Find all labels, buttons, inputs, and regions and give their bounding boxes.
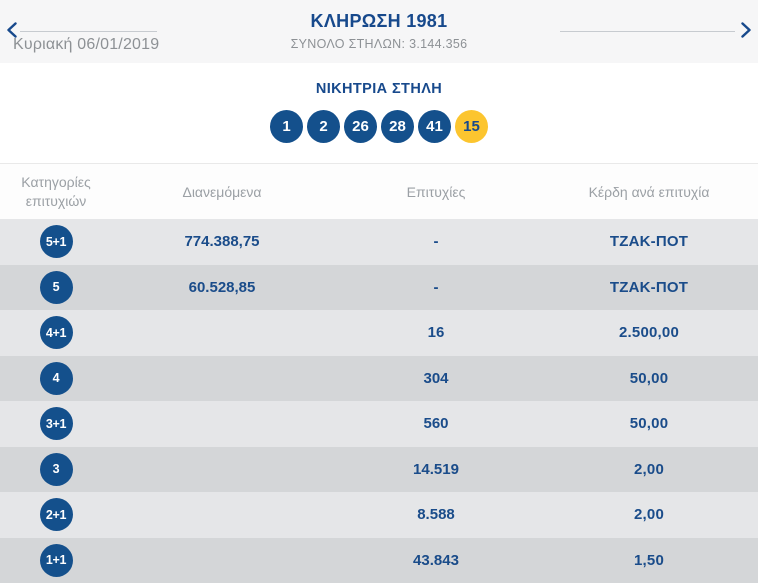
chevron-right-icon [740,22,752,38]
results-table-body: 5+1 774.388,75 - ΤΖΑΚ-ΠΟΤ 5 60.528,85 - … [0,219,758,583]
column-header-categories: Κατηγορίες επιτυχιών [21,173,91,209]
winning-number-ball: 1 [270,110,303,143]
category-badge: 3+1 [39,407,73,441]
date-divider-line [20,31,157,32]
results-table: Κατηγορίες επιτυχιών Διανεμόμενα Επιτυχί… [0,163,758,583]
winners-cell: - [433,233,439,251]
winning-column-title: ΝΙΚΗΤΡΙΑ ΣΤΗΛΗ [315,81,443,97]
draw-title: ΚΛΗΡΩΣΗ 1981 [310,11,448,31]
previous-draw-button[interactable] [3,21,21,39]
draw-header: Κυριακή 06/01/2019 ΚΛΗΡΩΣΗ 1981 ΣΥΝΟΛΟ Σ… [0,0,758,63]
winners-cell: 304 [423,369,449,387]
category-badge: 3 [39,452,73,486]
draw-header-center: ΚΛΗΡΩΣΗ 1981 ΣΥΝΟΛΟ ΣΤΗΛΩΝ: 3.144.356 [0,11,758,51]
category-badge: 4+1 [39,316,73,350]
column-header-prize: Κέρδη ανά επιτυχία [588,183,710,200]
category-badge: 1+1 [39,543,73,577]
next-divider-line [560,31,735,32]
winners-cell: 560 [423,415,449,433]
distributed-cell: 774.388,75 [184,233,260,251]
total-columns-value: 3.144.356 [409,37,468,51]
table-row: 4 304 50,00 [0,355,758,401]
prize-cell: ΤΖΑΚ-ΠΟΤ [609,278,689,296]
winning-number-ball: 28 [381,110,414,143]
table-row: 3 14.519 2,00 [0,446,758,492]
column-header-winners: Επιτυχίες [406,183,466,200]
prize-cell: 50,00 [629,415,669,433]
category-badge: 4 [39,361,73,395]
results-table-header: Κατηγορίες επιτυχιών Διανεμόμενα Επιτυχί… [0,164,758,219]
winning-number-ball: 41 [418,110,451,143]
prize-cell: ΤΖΑΚ-ΠΟΤ [609,233,689,251]
category-badge: 2+1 [39,498,73,532]
next-draw-button[interactable] [737,21,755,39]
bonus-number-ball: 15 [455,110,488,143]
winning-numbers: 1 2 26 28 41 15 [0,110,758,143]
prize-cell: 2,00 [634,506,664,524]
category-badge: 5 [39,270,73,304]
prize-cell: 2,00 [634,460,664,478]
distributed-cell: 60.528,85 [188,278,256,296]
total-columns-label: ΣΥΝΟΛΟ ΣΤΗΛΩΝ: [290,37,406,51]
draw-date: Κυριακή 06/01/2019 [13,36,160,53]
category-badge: 5+1 [39,225,73,259]
winners-cell: 14.519 [413,460,459,478]
prize-cell: 1,50 [634,551,664,569]
total-columns: ΣΥΝΟΛΟ ΣΤΗΛΩΝ: 3.144.356 [0,37,758,51]
prize-cell: 50,00 [629,369,669,387]
table-row: 2+1 8.588 2,00 [0,492,758,538]
table-row: 3+1 560 50,00 [0,401,758,447]
table-row: 5+1 774.388,75 - ΤΖΑΚ-ΠΟΤ [0,219,758,265]
table-row: 5 60.528,85 - ΤΖΑΚ-ΠΟΤ [0,264,758,310]
column-header-distributed: Διανεμόμενα [182,183,262,200]
winners-cell: 16 [427,324,445,342]
table-row: 4+1 16 2.500,00 [0,310,758,356]
winners-cell: 8.588 [417,506,455,524]
winners-cell: - [433,278,439,296]
winning-number-ball: 2 [307,110,340,143]
table-row: 1+1 43.843 1,50 [0,537,758,583]
winning-number-ball: 26 [344,110,377,143]
chevron-left-icon [6,22,18,38]
prize-cell: 2.500,00 [619,324,679,342]
winners-cell: 43.843 [413,551,459,569]
winning-column-section: ΝΙΚΗΤΡΙΑ ΣΤΗΛΗ 1 2 26 28 41 15 [0,63,758,163]
